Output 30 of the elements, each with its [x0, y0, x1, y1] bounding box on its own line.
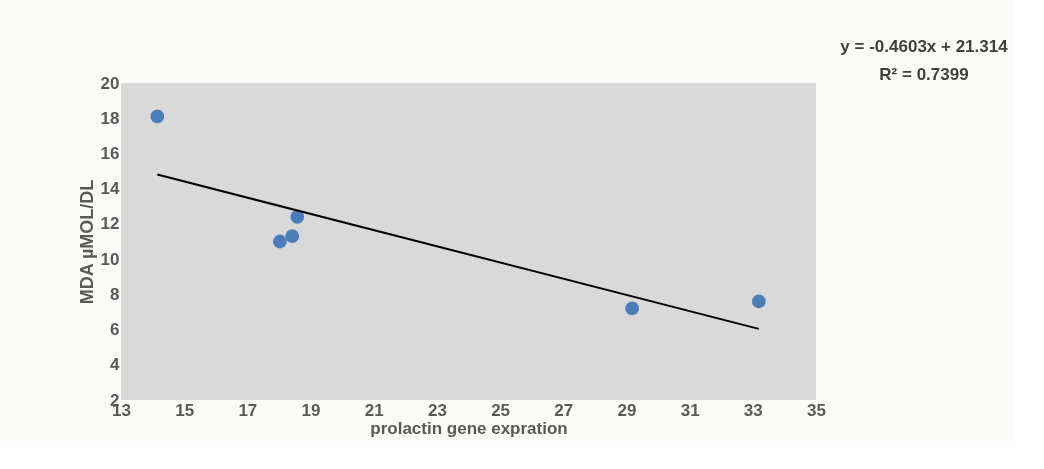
y-tick-label: 14 — [100, 179, 121, 199]
point — [290, 209, 305, 224]
x-tick-label: 21 — [364, 400, 384, 420]
point — [751, 294, 766, 309]
y-tick-label: 10 — [100, 249, 120, 269]
x-axis-title: prolactin gene expration — [370, 418, 568, 438]
y-tick-label: 16 — [100, 143, 120, 163]
x-tick-label: 15 — [175, 400, 195, 420]
x-tick-label: 23 — [427, 400, 447, 420]
x-tick-label: 33 — [743, 400, 763, 420]
y-tick-label: 8 — [110, 284, 120, 304]
y-tick-label: 20 — [100, 73, 120, 93]
y-tick-label: 18 — [100, 108, 120, 128]
y-tick-label: 12 — [100, 214, 120, 234]
point — [285, 229, 300, 244]
text: y = -0.4603x + 21.314 — [840, 37, 1009, 56]
x-tick-label: 31 — [680, 400, 700, 420]
x-tick-label: 25 — [491, 400, 511, 420]
x-tick-label: 27 — [554, 400, 574, 420]
x-tick-label: 29 — [617, 400, 637, 420]
point — [150, 109, 165, 124]
x-tick-label: 35 — [807, 400, 826, 420]
point — [273, 234, 287, 249]
y-tick-label: 4 — [110, 355, 121, 375]
point — [625, 301, 640, 316]
x-tick-label: 17 — [238, 400, 258, 420]
y-axis-title: MDA µMOL/DL — [76, 179, 97, 305]
y-tick-label: 6 — [110, 320, 120, 340]
text: R² = 0.7399 — [879, 65, 969, 84]
x-tick-label: 19 — [301, 400, 321, 420]
